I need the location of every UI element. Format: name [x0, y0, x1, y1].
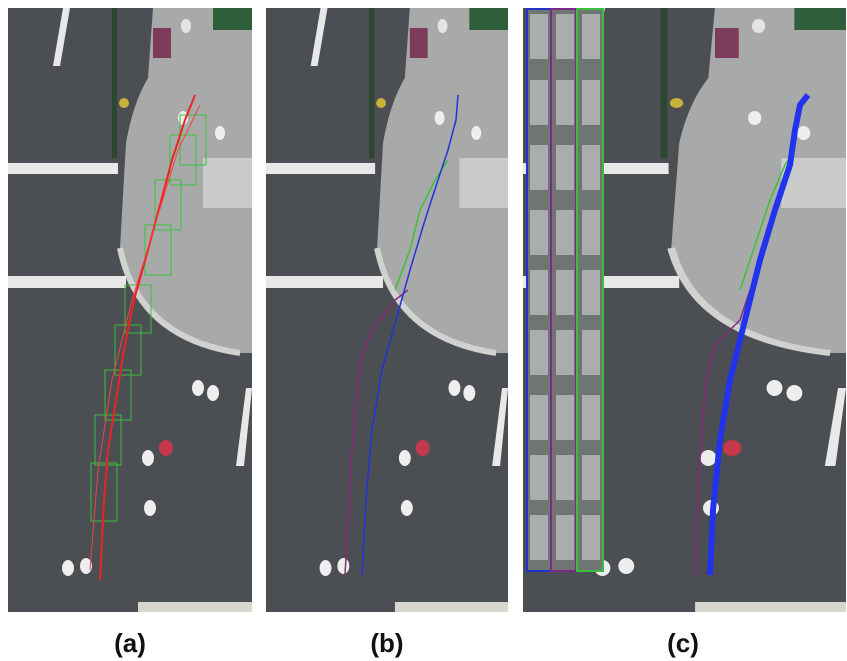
- figure: (a) (b): [0, 0, 847, 661]
- panel-a: (a): [8, 8, 252, 658]
- panel-label: (a): [114, 628, 146, 658]
- patch-mosaic: [526, 8, 603, 571]
- panel-c: (c): [523, 8, 846, 658]
- panel-label: (b): [370, 628, 403, 658]
- panel-b: (b): [266, 8, 508, 658]
- panel-label: (c): [667, 628, 699, 658]
